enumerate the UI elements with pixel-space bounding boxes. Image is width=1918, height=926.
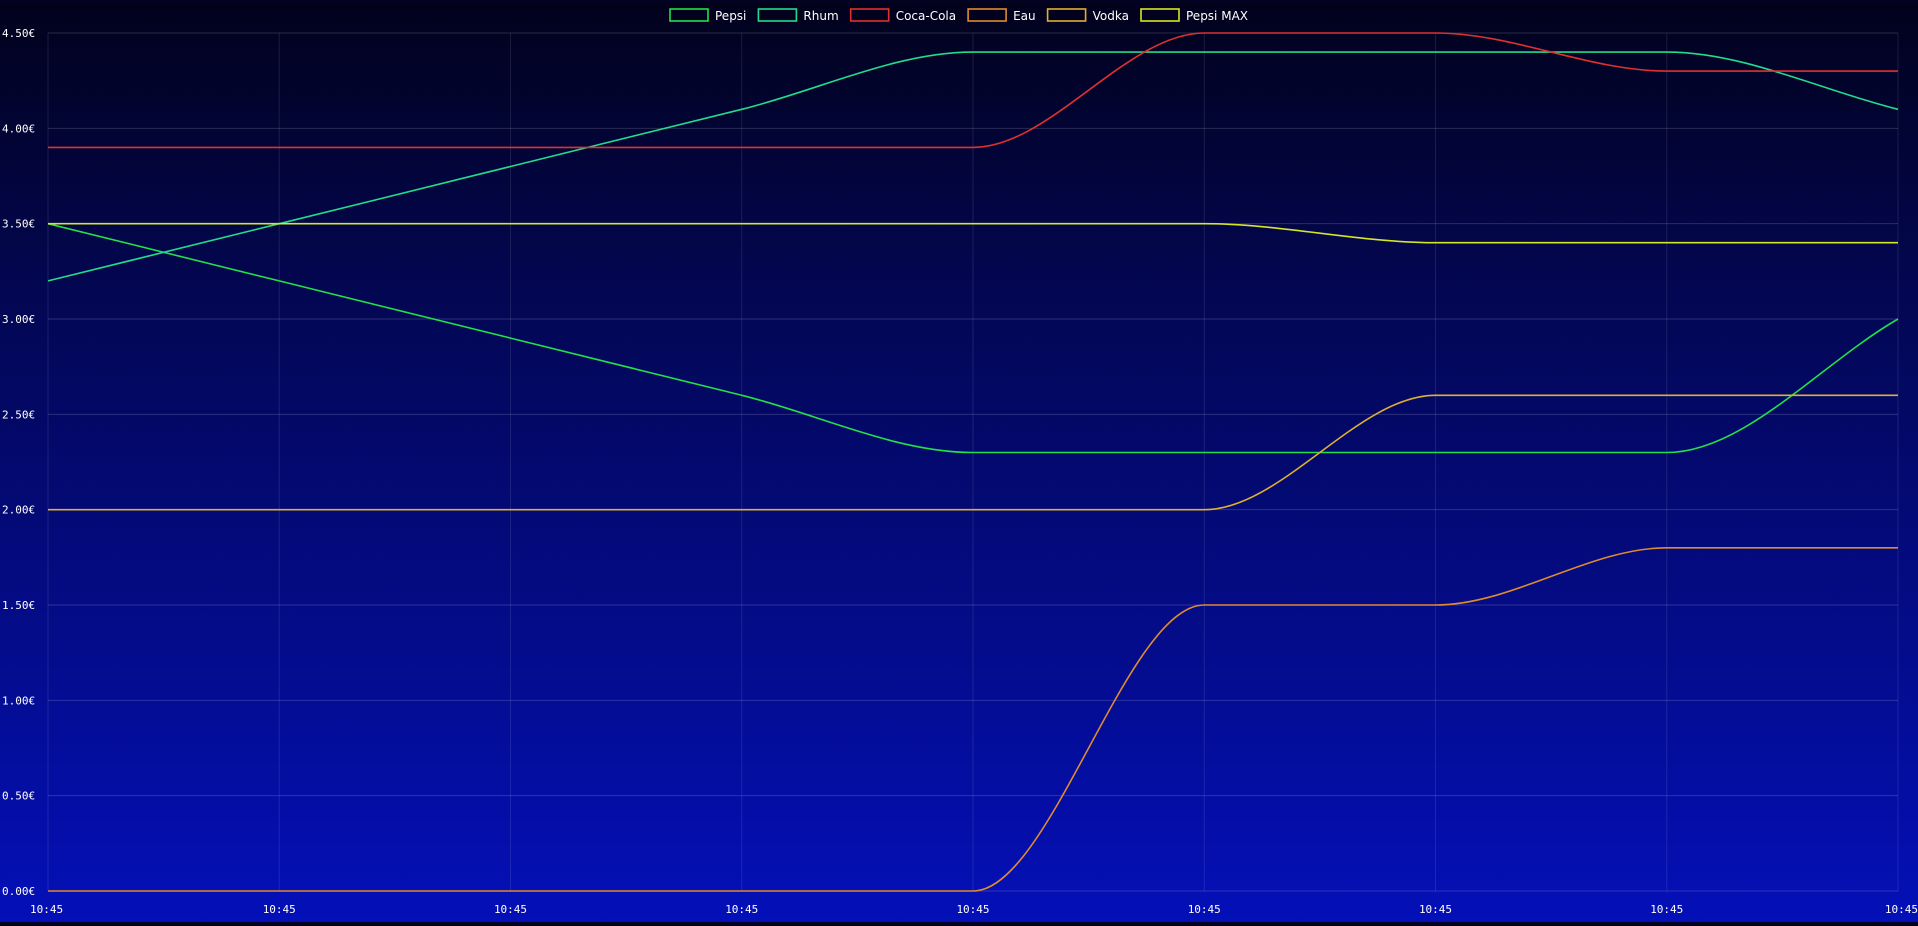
series-line-eau xyxy=(47,546,1898,892)
x-tick-label: 10:45 xyxy=(1885,903,1918,916)
legend-item-pepsi: Pepsi xyxy=(669,8,746,23)
x-axis-ticks: 10:45 10:45 10:45 10:45 10:45 10:45 10:45 10:45… xyxy=(30,903,1918,916)
series-line-vodka xyxy=(48,394,1898,511)
x-tick-label: 10:45 xyxy=(1419,903,1452,916)
legend-swatch xyxy=(1140,8,1180,22)
legend-item-coca-cola: Coca-Cola xyxy=(849,8,956,23)
y-tick-label: 3.00€ xyxy=(2,313,35,326)
legend-item-pepsi-max: Pepsi MAX xyxy=(1140,8,1248,23)
legend-swatch xyxy=(757,8,798,22)
legend-swatch xyxy=(669,8,709,22)
x-tick-label: 10:45 xyxy=(30,903,63,916)
x-tick-label: 10:45 xyxy=(1650,903,1683,916)
x-tick-label: 10:45 xyxy=(494,903,527,916)
y-tick-label: 2.50€ xyxy=(2,408,35,421)
legend-label: Vodka xyxy=(1093,9,1129,23)
y-tick-label: 1.00€ xyxy=(2,694,35,707)
grid xyxy=(47,32,1899,892)
legend-label: Pepsi MAX xyxy=(1186,9,1248,23)
legend-label: Eau xyxy=(1013,9,1036,23)
series-line-pepsi-max xyxy=(47,222,1898,244)
y-axis-ticks: 0.00€ 0.50€ 1.00€ 1.50€ 2.00€ 2.50€ 3.00€ 3.50€… xyxy=(2,27,35,898)
legend-label: Coca-Cola xyxy=(896,9,956,23)
y-tick-label: 3.50€ xyxy=(2,218,35,231)
series-lines xyxy=(47,32,1899,892)
legend-item-rhum: Rhum xyxy=(757,8,839,23)
x-tick-label: 10:45 xyxy=(263,903,296,916)
y-tick-label: 4.00€ xyxy=(2,122,35,135)
legend-label: Rhum xyxy=(803,9,838,23)
legend-item-vodka: Vodka xyxy=(1046,8,1129,23)
legend-item-eau: Eau xyxy=(967,8,1036,23)
series-line-rhum xyxy=(47,51,1899,282)
x-tick-label: 10:45 xyxy=(956,903,989,916)
x-tick-label: 10:45 xyxy=(725,903,758,916)
legend: Pepsi Rhum Coca-Cola Eau Vodka Pepsi MAX xyxy=(669,8,1248,23)
y-tick-label: 1.50€ xyxy=(2,599,35,612)
y-tick-label: 0.00€ xyxy=(2,885,35,898)
x-tick-label: 10:45 xyxy=(1188,903,1221,916)
series-line-coca-cola xyxy=(47,32,1898,149)
y-tick-label: 4.50€ xyxy=(2,27,35,40)
legend-swatch xyxy=(967,8,1007,22)
y-tick-label: 2.00€ xyxy=(2,504,35,517)
legend-swatch xyxy=(849,8,890,22)
legend-label: Pepsi xyxy=(715,9,746,23)
series-line-pepsi xyxy=(47,222,1899,454)
legend-swatch xyxy=(1046,8,1087,22)
y-tick-label: 0.50€ xyxy=(2,790,35,803)
